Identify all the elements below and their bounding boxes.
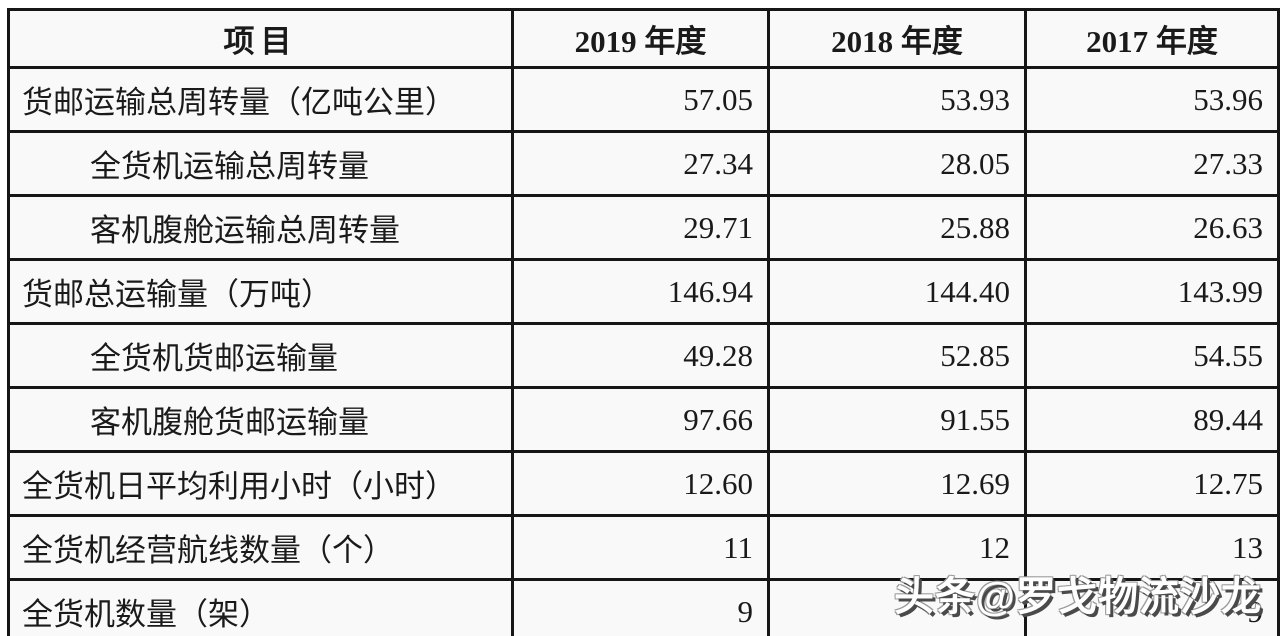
value-2017: 143.99 [1024,258,1280,325]
table-row: 全货机数量（架） 9 9 [7,578,1280,636]
value-2017: 53.96 [1024,66,1280,133]
value-2017: 54.55 [1024,322,1280,389]
value-2019: 97.66 [511,386,770,453]
value-2019: 27.34 [511,130,770,197]
value-2019: 12.60 [511,450,770,517]
row-label: 客机腹舱货邮运输量 [7,386,514,453]
row-label: 货邮运输总周转量（亿吨公里） [7,66,514,133]
value-2017: 9 [1024,578,1280,636]
value-2017: 12.75 [1024,450,1280,517]
value-2018: 144.40 [767,258,1027,325]
value-2019: 29.71 [511,194,770,261]
row-label: 全货机货邮运输量 [7,322,514,389]
table-row: 全货机运输总周转量 27.34 28.05 27.33 [7,130,1280,197]
column-header-2018: 2018 年度 [767,8,1027,69]
row-label: 货邮总运输量（万吨） [7,258,514,325]
value-2017: 27.33 [1024,130,1280,197]
column-header-2019: 2019 年度 [511,8,770,69]
value-2019: 49.28 [511,322,770,389]
value-2019: 11 [511,514,770,581]
value-2017: 13 [1024,514,1280,581]
value-2019: 9 [511,578,770,636]
value-2018 [767,578,1027,636]
column-header-item: 项目 [7,8,514,69]
value-2018: 53.93 [767,66,1027,133]
table-row: 全货机日平均利用小时（小时） 12.60 12.69 12.75 [7,450,1280,517]
statistics-table: 项目 2019 年度 2018 年度 2017 年度 货邮运输总周转量（亿吨公里… [7,8,1280,636]
row-label: 全货机经营航线数量（个） [7,514,514,581]
table-row: 全货机经营航线数量（个） 11 12 13 [7,514,1280,581]
row-label: 全货机数量（架） [7,578,514,636]
value-2018: 91.55 [767,386,1027,453]
value-2018: 52.85 [767,322,1027,389]
value-2018: 25.88 [767,194,1027,261]
row-label: 全货机日平均利用小时（小时） [7,450,514,517]
table-row: 货邮运输总周转量（亿吨公里） 57.05 53.93 53.96 [7,66,1280,133]
value-2017: 26.63 [1024,194,1280,261]
row-label: 客机腹舱运输总周转量 [7,194,514,261]
column-header-2017: 2017 年度 [1024,8,1280,69]
table-row: 客机腹舱运输总周转量 29.71 25.88 26.63 [7,194,1280,261]
table-row: 客机腹舱货邮运输量 97.66 91.55 89.44 [7,386,1280,453]
value-2018: 28.05 [767,130,1027,197]
value-2018: 12 [767,514,1027,581]
value-2019: 57.05 [511,66,770,133]
row-label: 全货机运输总周转量 [7,130,514,197]
table-row: 全货机货邮运输量 49.28 52.85 54.55 [7,322,1280,389]
value-2017: 89.44 [1024,386,1280,453]
table-header-row: 项目 2019 年度 2018 年度 2017 年度 [7,8,1280,69]
table-row: 货邮总运输量（万吨） 146.94 144.40 143.99 [7,258,1280,325]
value-2019: 146.94 [511,258,770,325]
value-2018: 12.69 [767,450,1027,517]
